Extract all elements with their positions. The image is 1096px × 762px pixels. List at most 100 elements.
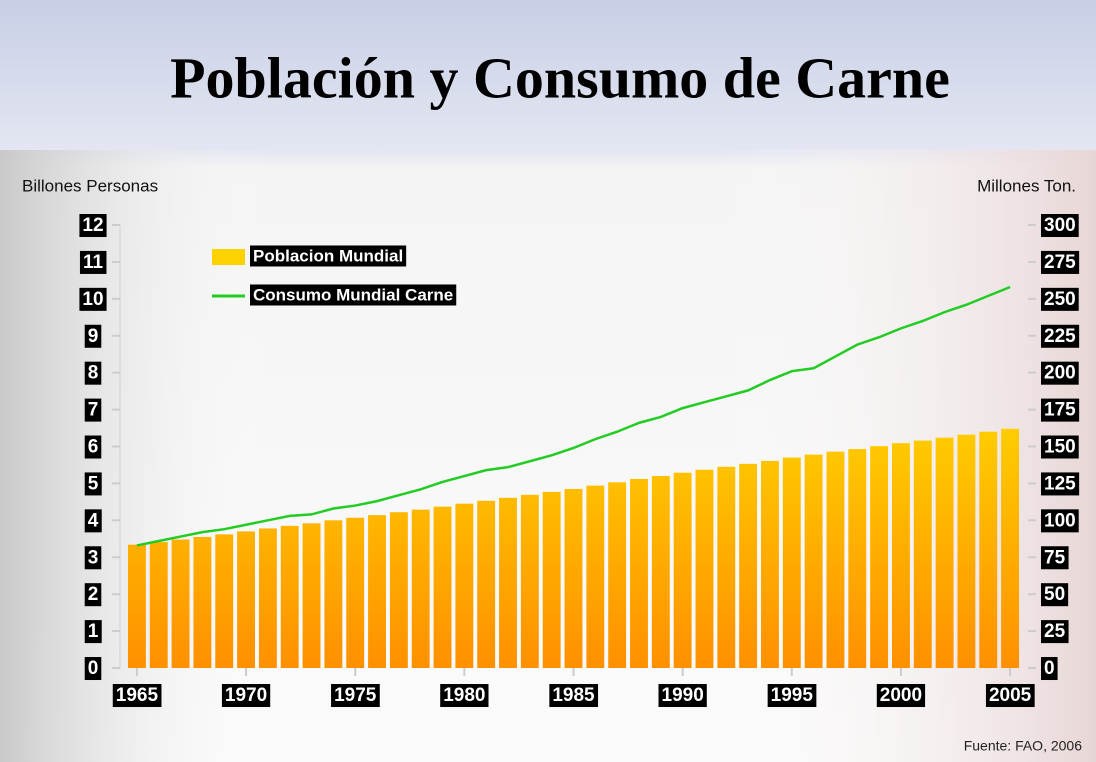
bar	[651, 476, 670, 668]
label-box	[985, 684, 1035, 708]
label-box	[331, 684, 380, 708]
label-box	[658, 684, 707, 708]
label-box	[84, 583, 102, 607]
label-box	[1041, 583, 1069, 607]
chart-title: Población y Consumo de Carne	[170, 45, 950, 110]
y2-tick-label: 225	[1044, 326, 1076, 347]
y-tick-label: 8	[88, 363, 99, 384]
label-box	[1041, 324, 1080, 348]
x-tick-label: 2000	[880, 685, 922, 706]
y2-tick-label: 25	[1044, 621, 1066, 642]
y-tick-label: 9	[88, 326, 99, 347]
label-box	[1041, 361, 1079, 385]
label-box	[84, 546, 102, 570]
bar	[608, 482, 627, 668]
bar	[630, 478, 648, 668]
bar	[1001, 428, 1020, 668]
bar	[324, 520, 343, 668]
bar	[935, 437, 954, 668]
bar	[193, 536, 212, 668]
label-box	[84, 509, 102, 533]
y2-tick-label: 250	[1044, 289, 1076, 310]
y-tick-label: 12	[82, 215, 103, 236]
bar	[237, 531, 256, 668]
label-box	[1041, 250, 1080, 274]
label-box	[84, 398, 102, 422]
label-box	[549, 684, 599, 708]
y2-tick-label: 125	[1044, 473, 1076, 494]
y2-tick-label: 0	[1044, 658, 1055, 679]
y-tick-label: 3	[88, 547, 99, 568]
label-box	[250, 284, 457, 306]
bar	[389, 512, 408, 668]
label-box	[1041, 620, 1069, 644]
bar	[673, 472, 692, 668]
y-tick-label: 1	[88, 621, 99, 642]
bar	[433, 506, 452, 668]
bar	[804, 454, 823, 668]
label-box	[1041, 546, 1069, 570]
x-tick-label: 1985	[552, 685, 595, 706]
y2-tick-label: 150	[1044, 437, 1076, 458]
label-box	[79, 214, 107, 238]
label-box	[1041, 214, 1079, 238]
label-box	[1041, 398, 1080, 422]
source-note: Fuente: FAO, 2006	[964, 738, 1083, 754]
y2-tick-label: 300	[1044, 215, 1076, 236]
label-box	[84, 361, 102, 385]
bar	[302, 523, 321, 668]
legend-label: Poblacion Mundial	[253, 246, 403, 265]
bar	[171, 539, 190, 668]
bar	[215, 534, 234, 668]
bar	[346, 517, 365, 668]
bar	[368, 515, 386, 668]
legend-swatch	[212, 249, 245, 265]
label-box	[79, 287, 107, 311]
bar	[149, 542, 168, 668]
bar	[127, 544, 146, 668]
label-box	[876, 684, 926, 708]
label-box	[112, 684, 162, 708]
bar	[455, 503, 474, 668]
bar	[913, 440, 932, 668]
bar	[782, 457, 801, 668]
bar	[891, 443, 910, 668]
bar	[499, 497, 517, 668]
y2-tick-label: 100	[1044, 510, 1076, 531]
y-tick-label: 6	[88, 437, 99, 458]
bar	[542, 491, 561, 668]
label-box	[84, 620, 102, 644]
bar	[826, 451, 845, 668]
bar	[957, 434, 976, 668]
y-tick-label: 5	[88, 473, 99, 494]
label-box	[84, 324, 102, 348]
bar	[761, 460, 779, 668]
label-box	[79, 250, 107, 274]
label-box	[84, 657, 102, 681]
label-box	[250, 245, 407, 267]
y2-tick-label: 200	[1044, 363, 1076, 384]
x-tick-label: 1995	[771, 685, 814, 706]
label-box	[1041, 472, 1080, 496]
bar	[979, 431, 998, 668]
y-tick-label: 2	[88, 584, 99, 605]
y-tick-label: 0	[88, 658, 99, 679]
bar	[848, 449, 867, 668]
bar	[717, 466, 736, 668]
label-box	[1041, 287, 1079, 311]
legend-label: Consumo Mundial Carne	[253, 285, 453, 304]
x-tick-label: 1990	[662, 685, 704, 706]
x-tick-label: 2005	[989, 685, 1032, 706]
label-box	[1041, 509, 1079, 533]
y-axis-label: Billones Personas	[22, 176, 158, 195]
y-tick-label: 11	[83, 252, 104, 273]
bar	[586, 485, 605, 668]
x-tick-label: 1965	[116, 685, 159, 706]
x-tick-label: 1980	[443, 685, 485, 706]
bar	[520, 494, 539, 668]
bar	[739, 463, 758, 668]
label-box	[1041, 657, 1058, 681]
y-tick-label: 10	[82, 289, 103, 310]
label-box	[440, 684, 489, 708]
